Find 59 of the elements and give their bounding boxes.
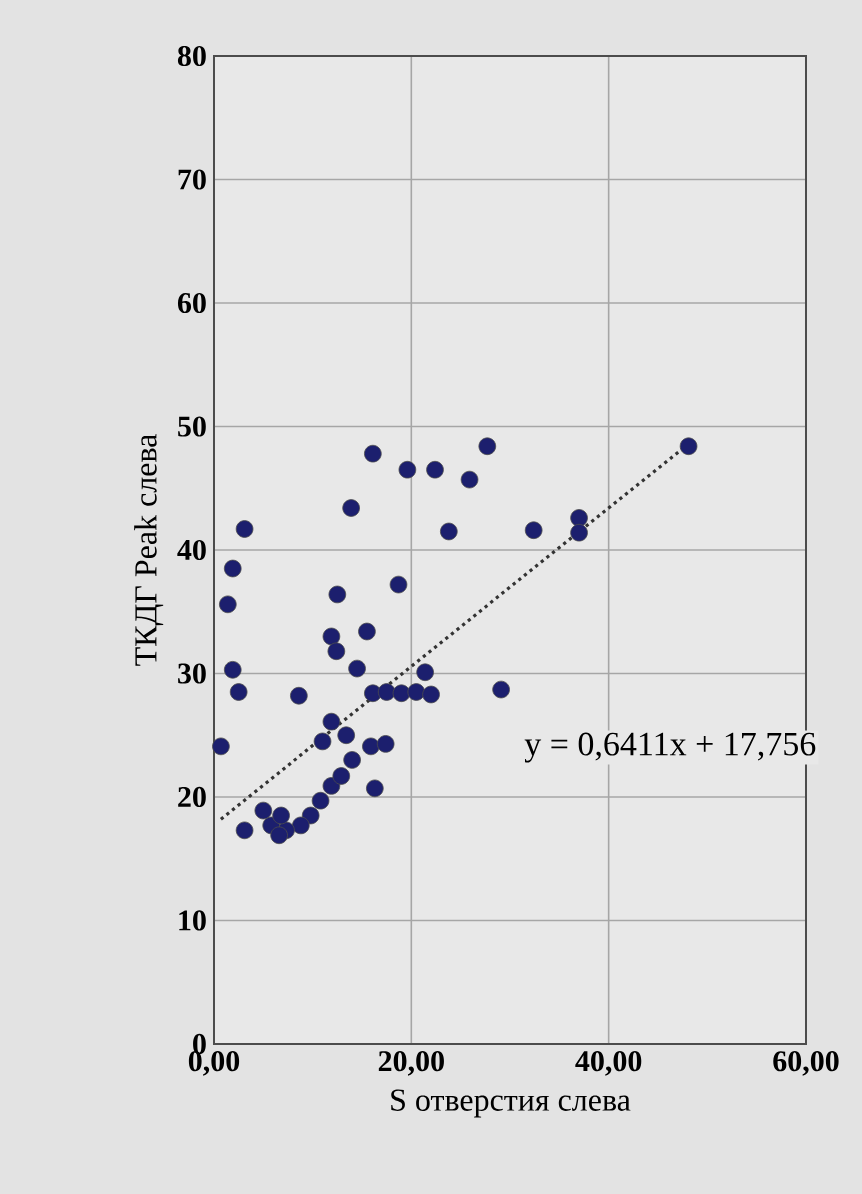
point: [223, 559, 242, 578]
point: [290, 686, 308, 705]
point: [223, 660, 242, 679]
point: [229, 683, 248, 701]
point: [426, 460, 444, 479]
point: [358, 622, 376, 641]
point: [362, 737, 380, 756]
y-tick-label: 30: [178, 663, 206, 684]
point: [322, 712, 341, 731]
x-axis-title: S отверстия слева: [391, 1089, 631, 1118]
point: [272, 806, 290, 825]
point: [311, 791, 330, 810]
point: [332, 767, 351, 785]
point: [322, 627, 341, 646]
y-tick-label: 60: [177, 292, 206, 314]
point: [328, 585, 347, 604]
point: [348, 659, 366, 678]
point: [254, 801, 273, 820]
point: [570, 523, 588, 542]
point: [212, 737, 230, 756]
point: [364, 444, 382, 463]
point: [416, 663, 434, 682]
point: [235, 821, 254, 840]
point: [377, 683, 396, 701]
y-tick-label: 10: [179, 910, 206, 931]
y-tick-label: 50: [178, 416, 206, 437]
point: [366, 779, 384, 798]
point: [398, 460, 417, 479]
point: [570, 509, 588, 527]
point: [292, 816, 310, 835]
point: [389, 575, 408, 594]
y-tick-label: 40: [177, 539, 206, 561]
point: [313, 732, 332, 751]
point: [364, 684, 382, 703]
point: [327, 642, 346, 661]
point: [460, 470, 479, 489]
point: [524, 521, 543, 540]
point: [376, 735, 395, 753]
point: [492, 680, 510, 699]
y-tick-label: 70: [178, 169, 206, 190]
x-tick-label: 20,00: [378, 1051, 444, 1076]
point: [679, 437, 698, 456]
point: [478, 437, 497, 456]
y-axis-title: ТКДГ Peak слева: [134, 434, 164, 666]
annotation: y = 0,6411x + 17,756: [524, 732, 816, 763]
point: [270, 826, 288, 845]
point: [422, 685, 440, 704]
point: [440, 522, 458, 541]
point: [219, 595, 237, 614]
y-tick-label: 80: [177, 45, 206, 67]
point: [337, 726, 356, 745]
point: [343, 751, 361, 769]
point: [407, 683, 426, 701]
x-tick-label: 60,00: [773, 1051, 839, 1076]
point: [392, 684, 411, 703]
y-tick-label: 20: [178, 786, 206, 808]
x-tick-label: 40,00: [575, 1051, 642, 1076]
point: [235, 520, 254, 538]
point: [342, 499, 360, 517]
